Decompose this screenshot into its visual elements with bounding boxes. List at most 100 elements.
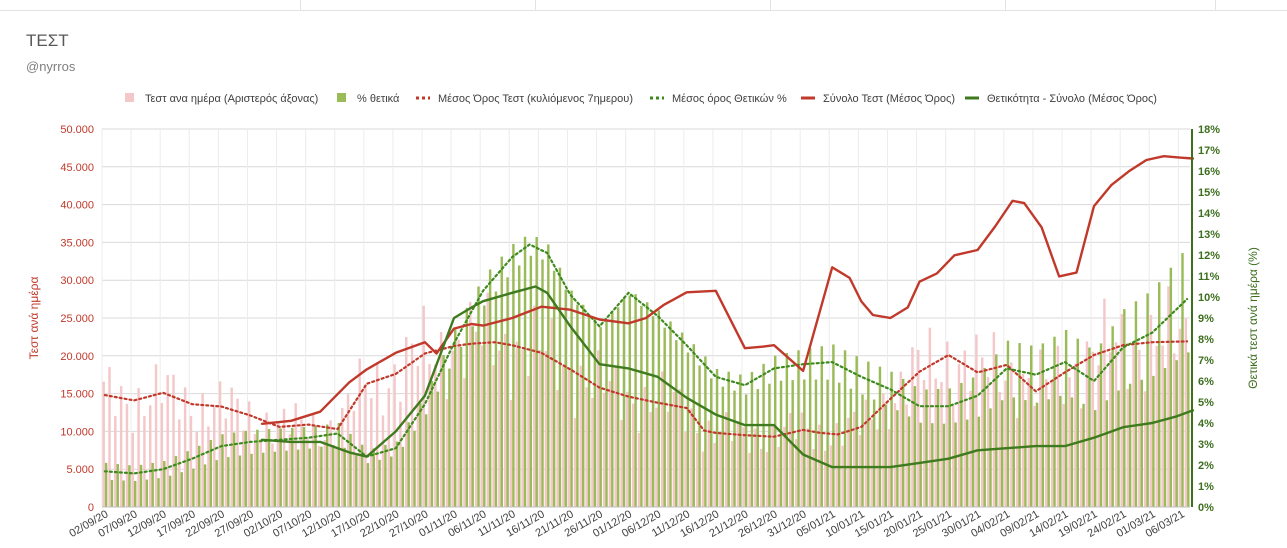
positive-percent-bar	[552, 270, 556, 507]
tests-per-day-bar	[469, 301, 472, 507]
tests-per-day-bar	[434, 364, 437, 507]
positive-percent-bar	[1158, 282, 1161, 507]
tests-per-day-bar	[1126, 388, 1129, 507]
positive-percent-bar	[366, 463, 370, 507]
positive-percent-bar	[372, 448, 375, 507]
tests-per-day-bar	[899, 371, 902, 507]
right-axis-tick-label: 5%	[1198, 397, 1214, 409]
positive-percent-bar	[936, 388, 940, 507]
tests-per-day-bar	[445, 399, 449, 507]
positive-percent-bar	[779, 380, 783, 507]
tests-per-day-bar	[707, 420, 710, 507]
positive-percent-bar	[710, 378, 713, 507]
positive-percent-bar	[407, 422, 410, 507]
positive-percent-bar	[349, 433, 352, 507]
tests-per-day-bar	[963, 350, 966, 507]
tests-per-day-bar	[969, 390, 972, 507]
right-axis-tick-label: 15%	[1198, 187, 1220, 199]
tests-per-day-bar	[1062, 404, 1065, 507]
positive-percent-bar	[198, 445, 201, 507]
tests-per-day-bar	[125, 403, 129, 507]
right-axis-tick-label: 1%	[1198, 481, 1214, 493]
positive-percent-bar	[587, 315, 591, 507]
positive-percent-bar	[628, 295, 631, 507]
positive-percent-bar	[995, 354, 998, 507]
right-axis-title: Θετικά τεστ ανά ημέρα (%)	[1246, 247, 1260, 389]
positive-percent-bar	[872, 399, 876, 507]
tests-per-day-bar	[509, 400, 513, 507]
positive-percent-bar	[1018, 343, 1021, 507]
tests-per-day-bar	[882, 393, 885, 507]
tests-per-day-bar	[533, 305, 536, 507]
positive-percent-bar	[535, 236, 538, 507]
tests-per-day-bar	[684, 432, 687, 507]
top-border-tick	[770, 0, 771, 10]
positive-percent-bar	[820, 346, 823, 507]
tests-per-day-bar	[428, 363, 431, 507]
tests-per-day-bar	[405, 337, 408, 507]
positive-percent-bar	[651, 316, 655, 507]
right-axis-tick-label: 3%	[1198, 439, 1214, 451]
positive-percent-bar	[331, 444, 335, 507]
positive-percent-bar	[459, 346, 463, 507]
positive-percent-bar	[360, 444, 364, 507]
positive-percent-bar	[896, 410, 899, 507]
tests-per-day-bar	[841, 445, 844, 507]
tests-per-day-bar	[114, 416, 117, 507]
tests-per-day-bar	[154, 364, 158, 507]
tests-per-day-bar	[661, 371, 664, 507]
top-border-tick	[300, 0, 301, 10]
positive-percent-bar	[977, 416, 981, 507]
positive-percent-bar	[1070, 397, 1074, 507]
positive-percent-bar	[657, 310, 661, 507]
tests-per-day-bar	[515, 341, 518, 507]
left-axis-tick-label: 30.000	[60, 275, 94, 287]
left-axis-tick-label: 35.000	[60, 237, 94, 249]
tests-per-day-bar	[1091, 351, 1094, 507]
positive-percent-bar	[1041, 343, 1045, 507]
positive-percent-bar	[471, 326, 474, 507]
tests-per-day-bar	[1155, 345, 1158, 507]
tests-per-day-bar	[311, 412, 315, 507]
left-axis-tick-label: 20.000	[60, 351, 94, 363]
tests-per-day-bar	[224, 418, 228, 507]
positive-percent-bar	[558, 267, 562, 507]
tests-per-day-bar	[870, 419, 873, 507]
tests-per-day-bar	[341, 407, 344, 507]
tests-per-day-bar	[213, 407, 216, 507]
positive-percent-bar	[884, 404, 887, 507]
tests-per-day-bar	[521, 349, 524, 507]
tests-per-day-bar	[893, 403, 897, 507]
positive-percent-bar	[110, 479, 114, 507]
positive-percent-bar	[1006, 340, 1010, 507]
tests-per-day-bar	[975, 334, 978, 507]
positive-percent-bar	[157, 478, 160, 507]
tests-per-day-bar	[951, 404, 955, 507]
positive-percent-bar	[186, 451, 189, 507]
tests-per-day-bar	[364, 384, 367, 507]
tests-per-day-bar	[597, 350, 600, 507]
tests-per-day-bar	[783, 426, 786, 507]
legend-swatch	[337, 93, 346, 102]
tests-per-day-bar	[1010, 362, 1013, 507]
tests-per-day-bar	[672, 391, 676, 507]
positive-percent-bar	[1030, 345, 1033, 507]
positive-percent-bar	[733, 390, 736, 507]
positive-percent-bar	[1099, 343, 1103, 507]
positive-percent-bar	[593, 318, 597, 507]
tests-per-day-bar	[579, 365, 582, 507]
positive-percent-bar	[314, 426, 317, 507]
positive-percent-bar	[605, 319, 608, 507]
legend-label: % θετικά	[357, 93, 400, 105]
tests-per-day-bar	[649, 411, 652, 507]
positive-percent-bar	[483, 305, 486, 507]
tests-per-day-bar	[957, 363, 961, 507]
positive-percent-bar	[861, 394, 864, 507]
positive-percent-bar	[238, 455, 242, 507]
positive-percent-bar	[913, 386, 917, 507]
positive-percent-bar	[1082, 403, 1085, 507]
tests-per-day-bar	[765, 451, 769, 507]
tests-per-day-bar	[789, 413, 792, 507]
chart-lines	[103, 154, 1195, 475]
tests-per-day-bar	[678, 389, 681, 507]
